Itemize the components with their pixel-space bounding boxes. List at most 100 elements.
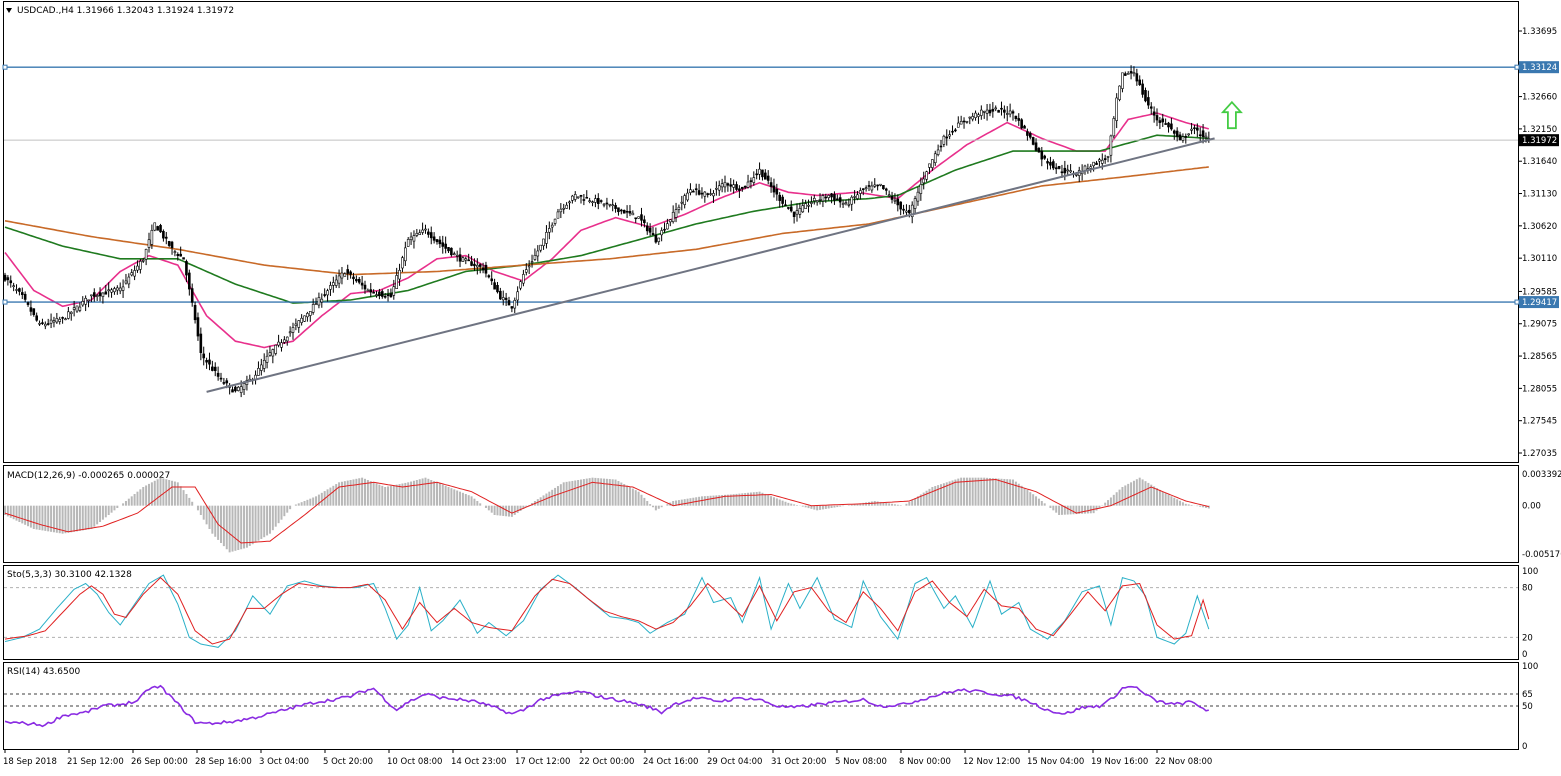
- candle-body: [1179, 135, 1181, 140]
- time-tick-label: 22 Oct 00:00: [579, 757, 634, 767]
- candle-body: [692, 191, 694, 192]
- candle-body: [992, 109, 994, 111]
- candle-body: [1000, 108, 1002, 109]
- candle-body: [923, 179, 925, 183]
- candle-body: [983, 111, 985, 112]
- candle-body: [520, 282, 522, 289]
- candle-body: [324, 295, 326, 296]
- candle-body: [390, 294, 392, 297]
- candle-body: [931, 160, 933, 168]
- candle-body: [675, 210, 677, 218]
- candle-body: [367, 290, 369, 291]
- candle-body: [396, 275, 398, 288]
- candle-body: [93, 293, 95, 297]
- candle-body: [134, 270, 136, 276]
- candle-body: [505, 298, 507, 299]
- candle-body: [975, 113, 977, 117]
- candle-body: [664, 229, 666, 230]
- candle-body: [73, 308, 75, 310]
- candle-body: [954, 130, 956, 131]
- candle-body: [350, 272, 352, 275]
- candle-body: [378, 292, 380, 296]
- candle-body: [571, 196, 573, 200]
- candle-body: [767, 176, 769, 180]
- candle-body: [208, 360, 210, 364]
- candle-body: [321, 299, 323, 302]
- rsi-tick-label: 65: [1522, 690, 1533, 700]
- candle-body: [327, 291, 329, 295]
- time-tick-label: 31 Oct 20:00: [771, 757, 826, 767]
- candle-body: [47, 324, 49, 325]
- candle-body: [566, 205, 568, 208]
- candle-body: [13, 286, 15, 287]
- candle-body: [770, 183, 772, 187]
- candle-body: [810, 202, 812, 203]
- candle-body: [1107, 156, 1109, 157]
- candle-body: [548, 228, 550, 232]
- candle-body: [419, 233, 421, 235]
- macd-tick-label: -0.005176: [1522, 550, 1561, 560]
- candle-body: [963, 121, 965, 122]
- candle-body: [540, 245, 542, 250]
- candle-body: [39, 323, 41, 324]
- candle-body: [787, 207, 789, 208]
- candle-body: [88, 300, 90, 301]
- candle-body: [1070, 171, 1072, 172]
- candle-body: [499, 291, 501, 299]
- candle-body: [53, 321, 55, 322]
- candle-body: [782, 197, 784, 203]
- candle-body: [1124, 74, 1126, 76]
- candle-body: [82, 301, 84, 305]
- candle-body: [1170, 124, 1172, 129]
- candle-body: [453, 254, 455, 255]
- candle-body: [85, 298, 87, 304]
- candle-body: [471, 262, 473, 266]
- candle-body: [905, 211, 907, 212]
- candle-body: [836, 199, 838, 200]
- candle-body: [157, 226, 159, 230]
- candle-body: [612, 205, 614, 206]
- price-tick-label: 1.28055: [1522, 384, 1557, 394]
- candle-body: [684, 196, 686, 205]
- price-tick-label: 1.30620: [1522, 222, 1557, 232]
- candle-body: [986, 110, 988, 113]
- candle-body: [488, 276, 490, 277]
- candle-body: [1015, 116, 1017, 119]
- candle-body: [793, 212, 795, 217]
- time-tick-label: 26 Sep 00:00: [131, 757, 188, 767]
- candle-body: [194, 305, 196, 319]
- candle-body: [972, 116, 974, 119]
- time-tick-label: 17 Oct 12:00: [515, 757, 570, 767]
- candle-body: [1064, 168, 1066, 173]
- price-tick-label: 1.28565: [1522, 352, 1557, 362]
- candle-body: [1168, 123, 1170, 127]
- candle-body: [557, 212, 559, 218]
- candle-body: [822, 196, 824, 201]
- candle-body: [439, 240, 441, 244]
- candle-body: [877, 185, 879, 186]
- candle-body: [736, 184, 738, 189]
- candle-body: [1024, 126, 1026, 128]
- candle-body: [808, 205, 810, 206]
- candle-body: [640, 215, 642, 221]
- candle-body: [1173, 131, 1175, 133]
- candle-body: [874, 185, 876, 186]
- candle-body: [940, 146, 942, 147]
- time-tick-label: 5 Nov 08:00: [835, 757, 887, 767]
- candle-body: [30, 308, 32, 312]
- candle-body: [1021, 120, 1023, 128]
- candle-body: [1202, 131, 1204, 137]
- candle-body: [1162, 119, 1164, 122]
- candle-body: [416, 233, 418, 235]
- candle-body: [502, 297, 504, 299]
- candle-body: [1061, 172, 1063, 173]
- candle-body: [162, 231, 164, 238]
- candle-body: [1176, 131, 1178, 137]
- candle-body: [223, 382, 225, 383]
- candle-body: [376, 295, 378, 296]
- candle-body: [744, 186, 746, 187]
- level-handle: [1515, 65, 1519, 69]
- candle-body: [1110, 136, 1112, 155]
